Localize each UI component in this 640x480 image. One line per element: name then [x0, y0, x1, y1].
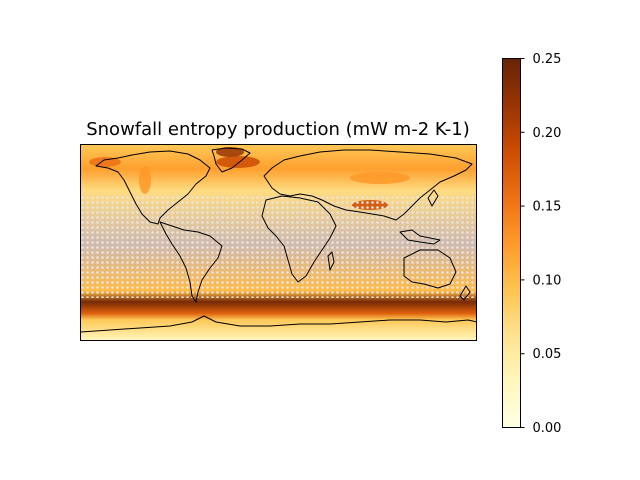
- coastline-south-america: [159, 221, 223, 303]
- coastline-new-zealand: [459, 285, 471, 301]
- colorbar-tick-label: 0.00: [533, 421, 562, 436]
- colorbar-tick-label: 0.05: [533, 347, 562, 362]
- coastline-australia: [403, 249, 457, 289]
- coastline-eurasia: [263, 149, 473, 221]
- map-title: Snowfall entropy production (mW m-2 K-1): [86, 119, 470, 140]
- coastline-greenland: [211, 147, 251, 173]
- hotspots: [89, 147, 410, 210]
- coastline-antarctica: [80, 315, 477, 333]
- colorbar: 0.00 0.05 0.10 0.15 0.20 0.25: [502, 52, 562, 436]
- hotspot-north-atlantic: [216, 156, 260, 168]
- colorbar-frame: [502, 58, 521, 428]
- map-frame: [80, 144, 477, 341]
- colorbar-tick-label: 0.25: [533, 52, 562, 67]
- hotspot-alaska: [89, 157, 121, 167]
- colorbar-gradient: [502, 58, 521, 428]
- colorbar-tick-label: 0.15: [533, 200, 562, 215]
- map-panel: [80, 144, 477, 341]
- coastline-indonesia: [399, 229, 441, 245]
- coastline-africa: [261, 195, 337, 283]
- hotspot-siberia: [350, 172, 410, 184]
- colorbar-tick-label: 0.20: [533, 126, 562, 141]
- hotspot-greenland: [216, 147, 244, 157]
- hotspot-rockies: [139, 166, 151, 194]
- coastlines: [80, 147, 477, 333]
- coastline-north-america: [95, 150, 211, 225]
- coastline-madagascar: [327, 251, 335, 271]
- colorbar-tick-label: 0.10: [533, 273, 562, 288]
- colorbar-ticks: 0.00 0.05 0.10 0.15 0.20 0.25: [520, 52, 562, 436]
- coastline-japan: [427, 189, 439, 207]
